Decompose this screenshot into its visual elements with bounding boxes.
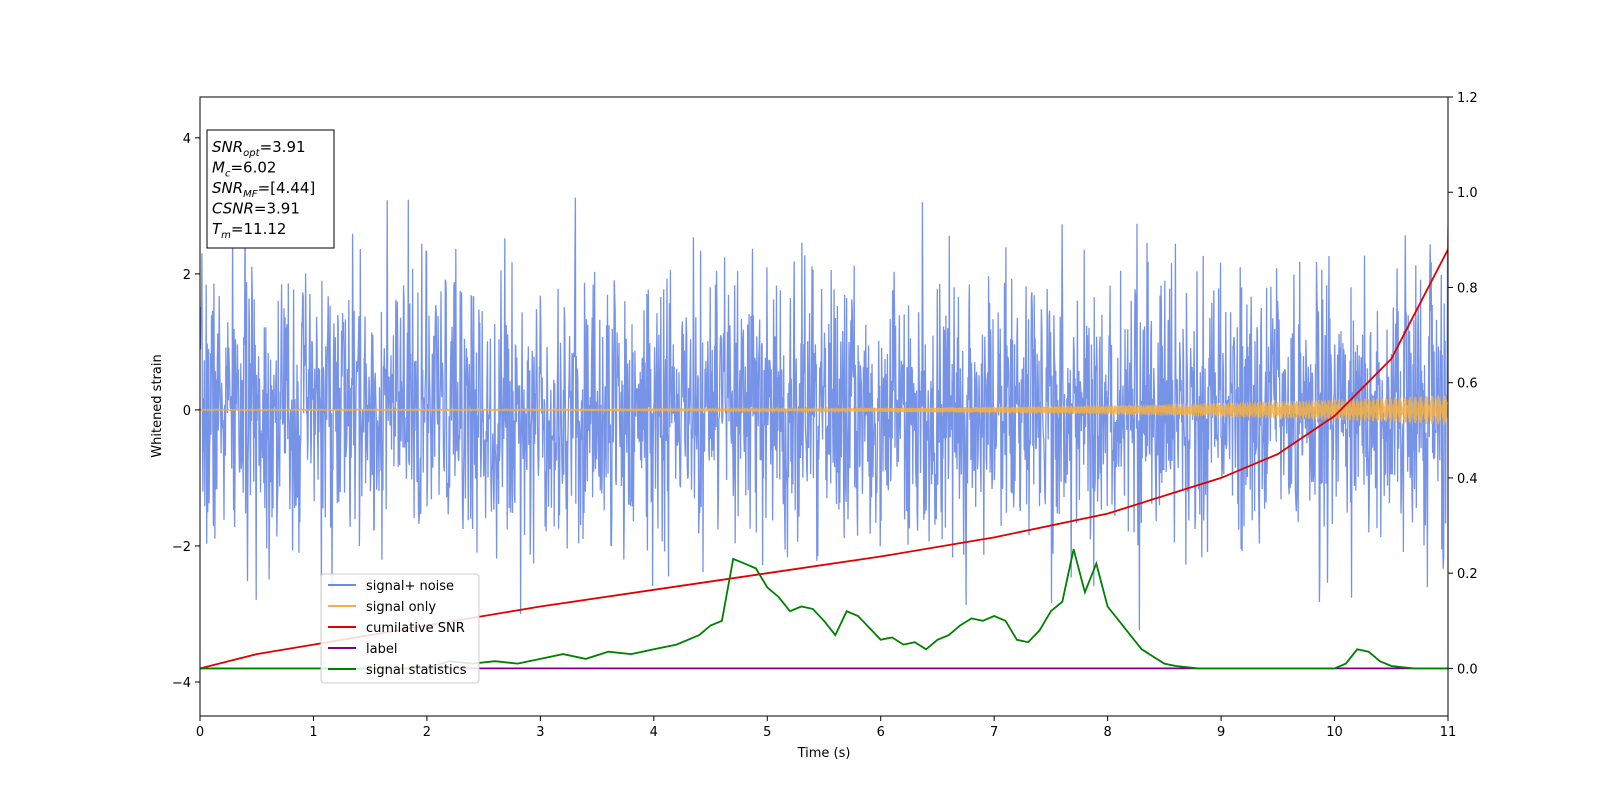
y-right-tick-label: 0.6 <box>1457 377 1478 392</box>
x-tick-label: 7 <box>990 725 998 740</box>
x-tick-label: 3 <box>536 725 544 740</box>
info-box-row: SNRMF=[4.44] <box>212 179 315 200</box>
series-line-signal-noise <box>200 197 1448 631</box>
y-left-tick-label: 2 <box>183 268 191 283</box>
y-left-tick-label: 0 <box>183 404 191 419</box>
x-tick-label: 6 <box>877 725 885 740</box>
x-tick-label: 11 <box>1440 725 1457 740</box>
x-tick-label: 10 <box>1326 725 1343 740</box>
info-box-row: Tm=11.12 <box>212 220 286 241</box>
y-right-tick-label: 0.8 <box>1457 281 1478 296</box>
x-tick-label: 1 <box>309 725 317 740</box>
info-box-frame <box>206 129 335 249</box>
x-axis-label: Time (s) <box>797 746 851 761</box>
legend-label: cumilative SNR <box>366 621 465 636</box>
legend-label: signal only <box>366 600 436 615</box>
y-axis-left-ticks: 4 2 0 −2 −4 <box>172 132 200 691</box>
info-box-row: SNRopt=3.91 <box>212 138 306 159</box>
series-line-signal-only <box>200 395 1448 425</box>
info-box-row: Mc=6.02 <box>212 159 276 180</box>
x-tick-label: 8 <box>1103 725 1111 740</box>
y-right-tick-label: 1.0 <box>1457 186 1478 201</box>
y-left-tick-label: −4 <box>172 676 191 691</box>
series-line-signal-statistics <box>200 549 1448 670</box>
legend-frame <box>320 573 480 684</box>
y-left-tick-label: 4 <box>183 132 191 147</box>
x-tick-label: 5 <box>763 725 771 740</box>
y-axis-right-ticks: 1.2 1.0 0.8 0.6 0.4 0.2 0.0 <box>1448 91 1478 677</box>
x-tick-label: 0 <box>196 725 204 740</box>
y-left-tick-label: −2 <box>172 540 191 555</box>
x-tick-label: 9 <box>1217 725 1225 740</box>
plot-frame <box>199 96 1449 717</box>
legend-label: label <box>366 642 397 657</box>
legend-label: signal statistics <box>366 663 467 678</box>
y-right-tick-label: 0.0 <box>1457 662 1478 677</box>
legend: signal+ noise signal only cumilative SNR la… <box>320 573 480 684</box>
info-box-row: CSNR=3.91 <box>212 200 300 218</box>
y-axis-label: Whitened strain <box>150 354 165 457</box>
legend-label: signal+ noise <box>366 579 454 594</box>
y-right-tick-label: 1.2 <box>1457 91 1478 106</box>
x-tick-label: 2 <box>423 725 431 740</box>
x-axis-ticks: 0 1 2 3 4 5 6 7 8 9 10 11 <box>196 716 1456 740</box>
y-right-tick-label: 0.2 <box>1457 567 1478 582</box>
x-tick-label: 4 <box>650 725 658 740</box>
y-right-tick-label: 0.4 <box>1457 472 1478 487</box>
